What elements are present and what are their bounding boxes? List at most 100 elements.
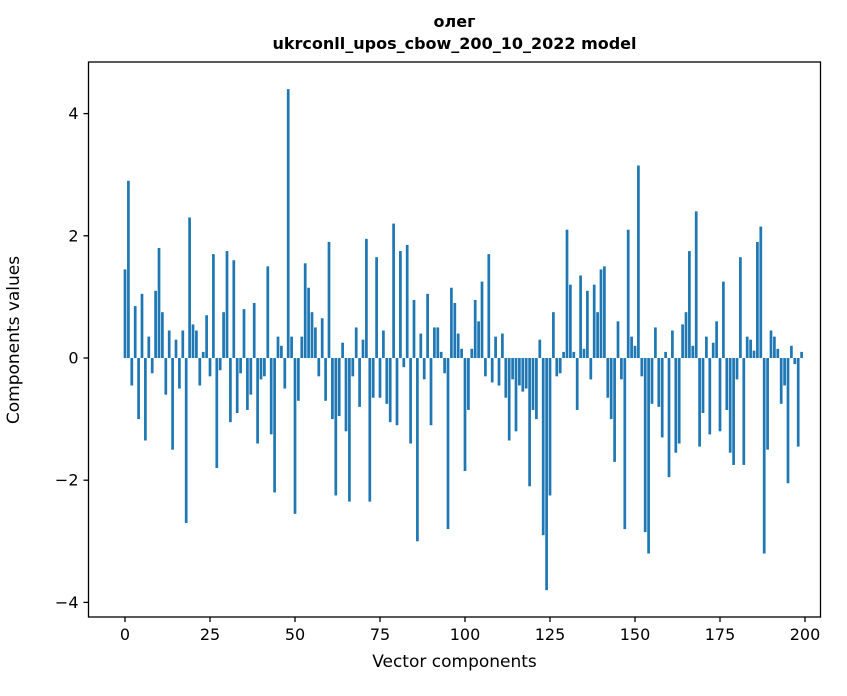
bar-component-52: [300, 336, 304, 358]
bar-component-53: [303, 263, 307, 358]
bar-component-180: [735, 358, 739, 380]
bar-component-8: [150, 358, 154, 374]
bar-component-29: [222, 312, 225, 359]
bar-component-94: [443, 358, 446, 374]
bar-component-189: [766, 358, 769, 450]
bar-component-51: [297, 358, 300, 401]
bar-component-59: [324, 358, 327, 401]
bar-component-182: [742, 358, 746, 465]
bar-component-5: [140, 293, 144, 359]
bar-component-78: [388, 358, 392, 423]
bar-component-199: [800, 351, 803, 358]
bar-component-192: [776, 348, 780, 358]
bar-component-19: [188, 217, 191, 358]
bar-component-20: [191, 324, 195, 358]
x-tick-label: 125: [535, 625, 566, 644]
bar-component-165: [684, 312, 688, 359]
y-tick-label: −4: [55, 593, 79, 612]
bar-component-71: [365, 238, 368, 358]
bar-component-14: [171, 358, 174, 450]
bar-component-169: [698, 358, 701, 447]
bar-component-12: [164, 358, 168, 395]
bar-component-79: [392, 223, 395, 358]
bar-component-166: [688, 251, 691, 358]
bar-component-88: [422, 358, 426, 380]
bar-component-64: [341, 342, 344, 359]
bar-component-38: [252, 303, 256, 358]
bar-component-46: [280, 345, 283, 358]
bar-component-69: [358, 358, 361, 407]
bar-component-60: [327, 241, 331, 358]
bar-component-45: [276, 336, 280, 358]
bar-component-104: [477, 321, 480, 358]
bar-component-68: [354, 327, 358, 358]
bar-component-109: [494, 336, 497, 358]
bar-component-113: [507, 358, 511, 441]
bar-component-134: [579, 275, 582, 358]
bar-component-47: [283, 358, 287, 389]
bar-component-116: [518, 358, 521, 386]
bar-component-27: [215, 358, 219, 468]
bar-component-190: [769, 330, 773, 358]
bar-component-185: [752, 350, 756, 358]
bar-component-128: [558, 358, 562, 374]
bar-component-143: [609, 358, 613, 420]
bar-component-83: [405, 244, 409, 358]
bar-component-7: [147, 336, 151, 358]
bar-component-146: [620, 358, 623, 380]
bar-component-9: [154, 290, 157, 358]
bar-component-36: [246, 358, 249, 410]
bar-component-129: [562, 351, 565, 358]
chart-title-model: ukrconll_upos_cbow_200_10_2022 model: [272, 34, 637, 53]
bar-component-176: [722, 281, 725, 359]
bar-component-179: [732, 358, 735, 465]
bar-component-54: [307, 287, 310, 359]
bar-component-76: [382, 330, 385, 358]
bar-component-44: [273, 358, 276, 493]
bar-component-25: [208, 358, 212, 377]
bar-component-140: [599, 269, 603, 358]
bar-component-48: [286, 89, 290, 358]
bar-component-151: [637, 165, 640, 358]
bar-component-42: [266, 266, 270, 358]
bar-component-65: [344, 358, 348, 432]
x-tick-label: 25: [200, 625, 220, 644]
bar-component-124: [545, 358, 548, 591]
bar-component-163: [677, 358, 681, 444]
bar-component-142: [606, 358, 610, 398]
bar-component-110: [497, 358, 501, 386]
bar-component-86: [416, 358, 419, 542]
bar-component-96: [450, 287, 453, 359]
bar-component-40: [259, 358, 263, 380]
bar-component-55: [310, 312, 314, 359]
bar-component-13: [167, 330, 171, 358]
bar-component-99: [460, 348, 463, 358]
bar-component-39: [256, 358, 259, 444]
bar-component-125: [548, 358, 552, 496]
bar-component-24: [205, 315, 208, 358]
bar-component-49: [290, 336, 293, 358]
y-tick-label: 4: [68, 104, 78, 123]
bar-component-43: [269, 358, 273, 435]
bar-component-178: [728, 358, 732, 453]
bar-component-67: [351, 358, 355, 377]
bar-component-1: [127, 180, 130, 358]
bar-component-0: [123, 269, 127, 358]
bar-component-171: [705, 336, 708, 358]
x-tick-label: 75: [370, 625, 390, 644]
bar-component-63: [337, 358, 341, 417]
bar-component-162: [674, 358, 678, 453]
bar-component-122: [538, 339, 542, 358]
bar-component-160: [667, 358, 671, 478]
bar-component-50: [293, 358, 297, 514]
bar-component-112: [504, 358, 508, 398]
bar-component-115: [514, 358, 518, 432]
bar-component-117: [521, 358, 525, 392]
bar-component-16: [178, 358, 181, 389]
bar-component-35: [242, 309, 246, 358]
bar-component-135: [582, 348, 586, 358]
bar-component-181: [739, 257, 742, 358]
bar-component-95: [446, 358, 450, 530]
bar-component-72: [368, 358, 372, 502]
bar-component-107: [487, 254, 491, 358]
